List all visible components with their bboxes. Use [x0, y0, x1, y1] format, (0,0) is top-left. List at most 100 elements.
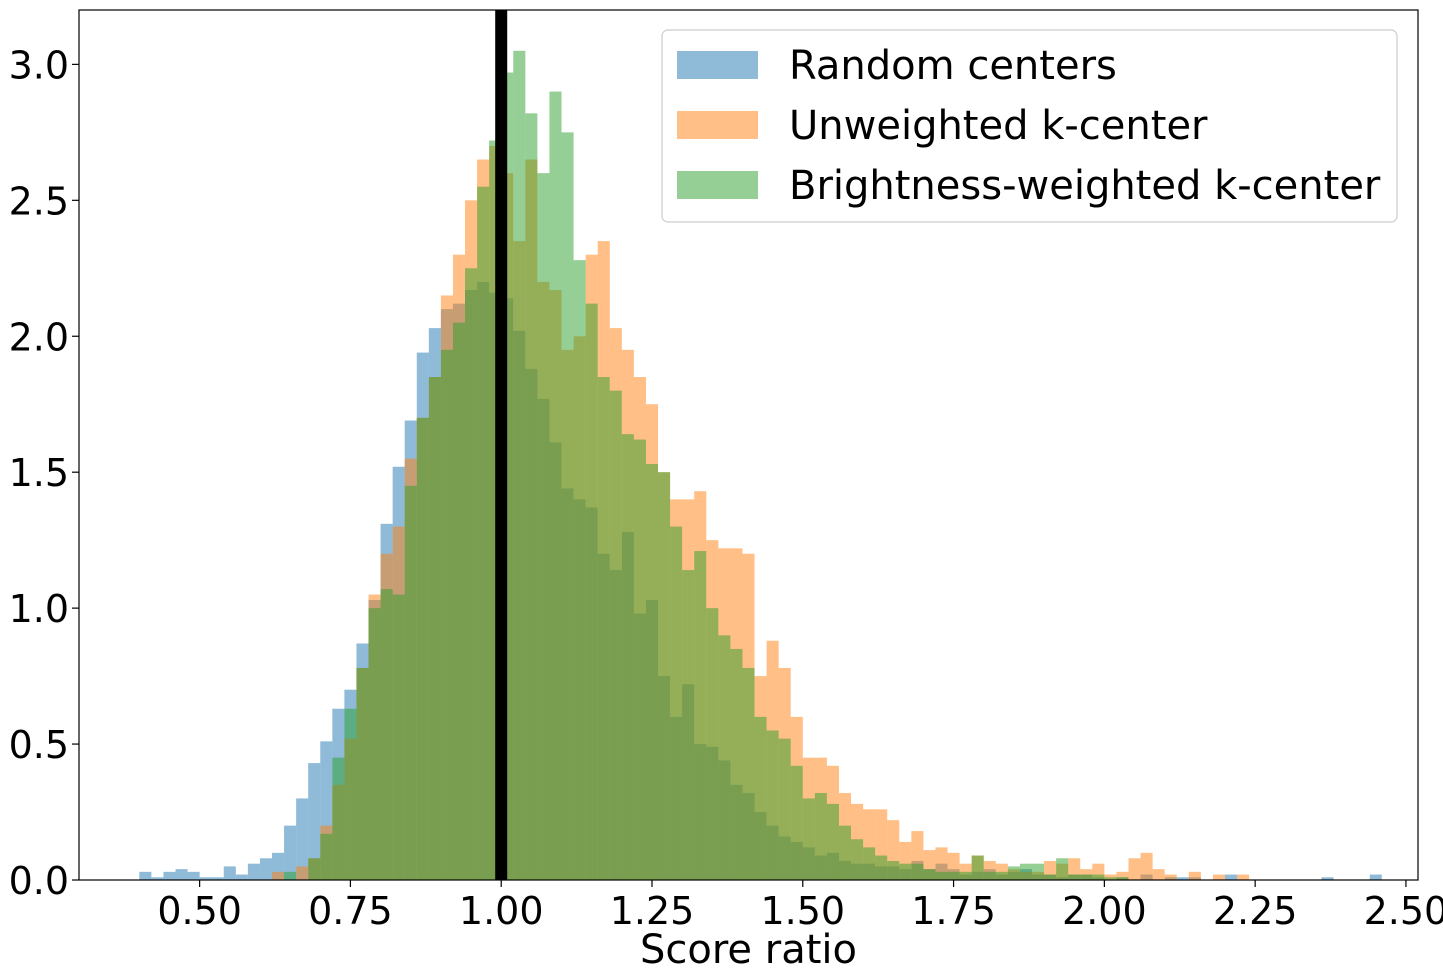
bar-series-2-40	[778, 738, 791, 880]
x-tick-label-6: 2.00	[1062, 889, 1147, 933]
bar-series-2-28	[633, 439, 646, 880]
bar-series-2-41	[790, 765, 803, 880]
bar-series-1-70	[1128, 858, 1141, 880]
bar-series-0-0	[139, 871, 152, 880]
legend-label-1: Unweighted k-center	[789, 103, 1208, 149]
bar-series-2-34	[706, 608, 719, 880]
bar-series-2-54	[947, 871, 960, 880]
bar-series-0-9	[247, 863, 260, 880]
bar-series-2-50	[899, 863, 912, 880]
legend-swatch-0	[677, 51, 758, 79]
bar-series-2-61	[1031, 863, 1045, 880]
bar-series-2-27	[621, 434, 634, 880]
y-tick-label-3: 1.5	[9, 451, 69, 495]
bar-series-2-24	[585, 303, 598, 880]
plot-frame	[78, 9, 1419, 881]
x-tick-label-2: 1.00	[459, 889, 544, 933]
bar-series-2-43	[814, 793, 827, 880]
bar-series-1-0	[272, 871, 285, 880]
bar-series-2-42	[802, 798, 815, 880]
bar-series-1-71	[1140, 852, 1153, 880]
bar-series-2-60	[1019, 863, 1032, 880]
bar-series-2-63	[1056, 858, 1069, 880]
bar-series-0-83	[1176, 877, 1189, 880]
bar-series-2-1	[308, 858, 321, 880]
legend: Random centers Unweighted k-center Brightn…	[661, 29, 1398, 223]
bar-series-2-68	[1116, 877, 1129, 880]
bar-series-0-5	[199, 877, 212, 880]
bar-series-1-1	[296, 866, 309, 880]
bar-series-2-25	[597, 377, 610, 880]
bar-series-2-30	[658, 472, 671, 880]
x-tick-label-0: 0.50	[157, 889, 242, 933]
y-tick-label-6: 3.0	[9, 43, 69, 87]
x-tick-label-1: 0.75	[308, 889, 393, 933]
bar-series-2-11	[428, 377, 441, 880]
bar-series-0-6	[211, 877, 224, 880]
bar-series-2-23	[573, 260, 586, 880]
bar-series-2-15	[477, 186, 490, 880]
bar-series-2-52	[923, 869, 936, 880]
y-tick-label-5: 2.5	[9, 179, 69, 223]
bar-series-2-22	[561, 132, 574, 880]
bar-series-2-53	[935, 871, 948, 880]
x-axis-ticks: 0.50 0.75 1.00 1.25 1.50 1.75 2.00 2.25 2.50	[157, 880, 1443, 933]
bar-series-2-48	[875, 855, 888, 880]
bar-series-2-59	[1007, 866, 1020, 880]
y-tick-label-4: 2.0	[9, 315, 69, 359]
legend-swatch-2	[677, 171, 758, 199]
y-axis-ticks: 0.0 0.5 1.0 1.5 2.0 2.5 3.0	[9, 43, 79, 903]
x-axis-label: Score ratio	[640, 927, 857, 973]
bar-series-2-56	[971, 855, 984, 880]
bar-series-2-9	[404, 485, 417, 880]
bar-series-2-13	[452, 322, 466, 880]
bar-series-0-7	[223, 866, 236, 880]
bar-series-0-12	[284, 825, 297, 880]
bar-series-0-13	[296, 798, 309, 880]
bar-series-2-18	[513, 50, 526, 880]
bar-series-1-74	[1188, 871, 1201, 880]
bar-series-0-2	[163, 871, 176, 880]
bar-series-2-47	[863, 847, 876, 880]
bar-series-2-5	[356, 667, 369, 880]
bar-series-2-31	[670, 526, 683, 880]
bar-series-2-49	[887, 860, 900, 880]
bar-series-2-62	[1044, 874, 1057, 880]
bar-series-0-87	[1369, 874, 1382, 880]
bar-series-2-64	[1068, 874, 1081, 880]
bar-series-2-10	[416, 417, 429, 880]
bar-series-0-85	[1224, 874, 1238, 880]
bar-series-2-14	[465, 268, 478, 880]
bar-series-2-65	[1080, 874, 1093, 880]
bar-series-2-20	[537, 173, 550, 880]
bar-series-2-67	[1104, 877, 1117, 880]
bar-series-2-37	[742, 667, 755, 880]
bar-series-2-45	[838, 825, 852, 880]
y-tick-label-0: 0.0	[9, 859, 69, 903]
bar-series-2-0	[284, 871, 297, 880]
bar-series-0-86	[1321, 877, 1334, 880]
bar-series-2-36	[730, 648, 743, 880]
bar-series-2-8	[392, 594, 405, 880]
bar-series-2-38	[754, 716, 767, 880]
bar-series-1-69	[1116, 871, 1129, 880]
legend-box	[661, 29, 1398, 223]
histogram-bars	[139, 50, 1382, 880]
x-tick-label-4: 1.50	[760, 889, 845, 933]
bar-series-2-32	[682, 570, 695, 880]
bar-series-2-12	[440, 349, 453, 880]
bar-series-0-14	[308, 763, 321, 880]
bar-series-2-21	[549, 91, 562, 880]
legend-label-0: Random centers	[789, 43, 1117, 89]
y-tick-label-1: 0.5	[9, 723, 69, 767]
legend-label-2: Brightness-weighted k-center	[789, 163, 1381, 209]
bar-series-2-33	[694, 551, 707, 880]
x-tick-label-7: 2.25	[1213, 889, 1298, 933]
bar-series-2-3	[332, 757, 345, 880]
bar-series-1-72	[1152, 869, 1165, 880]
bar-series-2-26	[609, 390, 622, 880]
bar-series-2-58	[995, 871, 1008, 880]
bar-series-0-8	[235, 874, 248, 880]
bar-series-2-39	[766, 730, 779, 880]
